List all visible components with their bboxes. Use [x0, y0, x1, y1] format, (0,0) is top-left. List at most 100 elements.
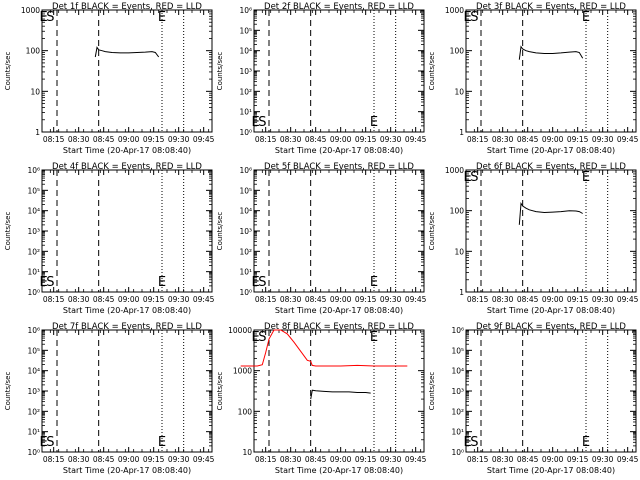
- event-marker-label: S: [46, 275, 54, 290]
- y-tick-label: 10⁵: [451, 346, 464, 355]
- plot-frame: [253, 9, 425, 133]
- y-tick-label: 10⁶: [239, 166, 252, 175]
- event-marker-label: E: [252, 115, 260, 130]
- event-marker-label: E: [158, 275, 166, 290]
- event-marker-label: E: [464, 10, 472, 25]
- y-tick-label: 10⁴: [27, 207, 40, 216]
- x-tick-label: 09:00: [118, 135, 140, 144]
- x-tick-label: 08:45: [93, 135, 115, 144]
- y-axis-label: Counts/sec: [428, 212, 436, 251]
- detector-panel: Det 9f BLACK = Events, RED = LLD Counts/s…: [428, 322, 639, 475]
- detector-panel: Det 1f BLACK = Events, RED = LLD Counts/s…: [4, 2, 215, 155]
- event-marker-label: E: [158, 435, 166, 450]
- x-tick-label: 08:30: [280, 135, 302, 144]
- y-tick-label: 10³: [27, 387, 40, 396]
- x-axis-label: Start Time (20-Apr-17 08:08:40): [487, 466, 615, 475]
- y-axis-label: Counts/sec: [216, 212, 224, 251]
- plot-title: Det 2f BLACK = Events, RED = LLD: [264, 2, 414, 12]
- y-tick-label: 10¹: [451, 428, 464, 437]
- y-axis-label: Counts/sec: [428, 52, 436, 91]
- series-line: [94, 46, 160, 58]
- y-tick-label: 10⁰: [451, 448, 464, 457]
- event-marker-label: S: [46, 435, 54, 450]
- x-tick-label: 09:00: [542, 455, 564, 464]
- y-axis-label: Counts/sec: [4, 212, 12, 251]
- plot-frame: [465, 329, 637, 453]
- y-tick-label: 10¹: [27, 428, 40, 437]
- x-tick-label: 09:30: [380, 455, 402, 464]
- detector-panel: Det 3f BLACK = Events, RED = LLD Counts/s…: [428, 2, 639, 155]
- y-tick-label: 10: [30, 87, 40, 96]
- x-tick-label: 08:15: [255, 455, 277, 464]
- event-marker-label: E: [370, 275, 378, 290]
- y-tick-label: 10000: [228, 326, 252, 335]
- x-axis-label: Start Time (20-Apr-17 08:08:40): [487, 146, 615, 155]
- y-tick-label: 100: [26, 47, 41, 56]
- detector-panel: Det 8f BLACK = Events, RED = LLD Counts/s…: [216, 322, 427, 475]
- x-axis-label: Start Time (20-Apr-17 08:08:40): [275, 146, 403, 155]
- y-tick-label: 10⁰: [239, 128, 252, 137]
- x-tick-label: 08:30: [68, 295, 90, 304]
- plot-frame: [253, 169, 425, 293]
- event-marker-label: S: [258, 275, 266, 290]
- x-axis-label: Start Time (20-Apr-17 08:08:40): [275, 306, 403, 315]
- x-tick-label: 09:15: [355, 295, 377, 304]
- y-axis-label: Counts/sec: [428, 372, 436, 411]
- event-marker-label: E: [370, 115, 378, 130]
- y-tick-label: 10²: [239, 247, 252, 256]
- y-tick-label: 10⁶: [239, 6, 252, 15]
- y-tick-label: 10¹: [239, 268, 252, 277]
- y-tick-label: 1: [35, 128, 40, 137]
- y-tick-label: 10⁴: [27, 367, 40, 376]
- x-tick-label: 09:00: [330, 295, 352, 304]
- y-tick-label: 10⁵: [27, 186, 40, 195]
- event-marker-label: S: [470, 435, 478, 450]
- y-tick-label: 100: [450, 207, 465, 216]
- y-tick-label: 10³: [451, 387, 464, 396]
- y-tick-label: 10⁶: [27, 166, 40, 175]
- plot-title: Det 4f BLACK = Events, RED = LLD: [52, 162, 202, 172]
- plot-title: Det 1f BLACK = Events, RED = LLD: [52, 2, 202, 12]
- x-tick-label: 09:45: [193, 135, 215, 144]
- plot-frame: [465, 9, 637, 133]
- x-axis-label: Start Time (20-Apr-17 08:08:40): [63, 466, 191, 475]
- x-tick-label: 08:15: [467, 295, 489, 304]
- x-axis-label: Start Time (20-Apr-17 08:08:40): [63, 146, 191, 155]
- x-tick-label: 08:30: [492, 135, 514, 144]
- y-tick-label: 10¹: [27, 268, 40, 277]
- y-tick-label: 10²: [27, 407, 40, 416]
- x-tick-label: 08:45: [93, 295, 115, 304]
- y-tick-label: 10⁶: [27, 326, 40, 335]
- x-axis-label: Start Time (20-Apr-17 08:08:40): [63, 306, 191, 315]
- x-tick-label: 09:15: [355, 455, 377, 464]
- x-tick-label: 08:30: [68, 135, 90, 144]
- x-tick-label: 08:30: [280, 455, 302, 464]
- plot-title: Det 6f BLACK = Events, RED = LLD: [476, 162, 626, 172]
- x-tick-label: 08:15: [43, 135, 65, 144]
- y-tick-label: 10⁴: [239, 47, 252, 56]
- event-marker-label: E: [40, 10, 48, 25]
- y-tick-label: 10⁶: [451, 326, 464, 335]
- x-tick-label: 09:15: [355, 135, 377, 144]
- x-tick-label: 08:45: [517, 455, 539, 464]
- y-tick-label: 1: [459, 288, 464, 297]
- x-tick-label: 09:15: [567, 135, 589, 144]
- x-tick-label: 09:30: [168, 135, 190, 144]
- x-tick-label: 09:30: [592, 295, 614, 304]
- x-tick-label: 08:45: [517, 135, 539, 144]
- plot-title: Det 8f BLACK = Events, RED = LLD: [264, 322, 414, 332]
- x-tick-label: 08:45: [517, 295, 539, 304]
- plot-frame: [41, 169, 213, 293]
- x-tick-label: 08:15: [43, 455, 65, 464]
- event-marker-label: S: [258, 330, 266, 345]
- x-tick-label: 09:30: [380, 135, 402, 144]
- x-tick-label: 08:15: [255, 295, 277, 304]
- event-marker-label: S: [470, 170, 478, 185]
- x-tick-label: 08:30: [68, 455, 90, 464]
- y-tick-label: 10: [454, 87, 464, 96]
- series-line: [518, 45, 584, 60]
- x-tick-label: 08:15: [43, 295, 65, 304]
- plot-title: Det 7f BLACK = Events, RED = LLD: [52, 322, 202, 332]
- x-tick-label: 08:15: [255, 135, 277, 144]
- y-tick-label: 10⁴: [239, 207, 252, 216]
